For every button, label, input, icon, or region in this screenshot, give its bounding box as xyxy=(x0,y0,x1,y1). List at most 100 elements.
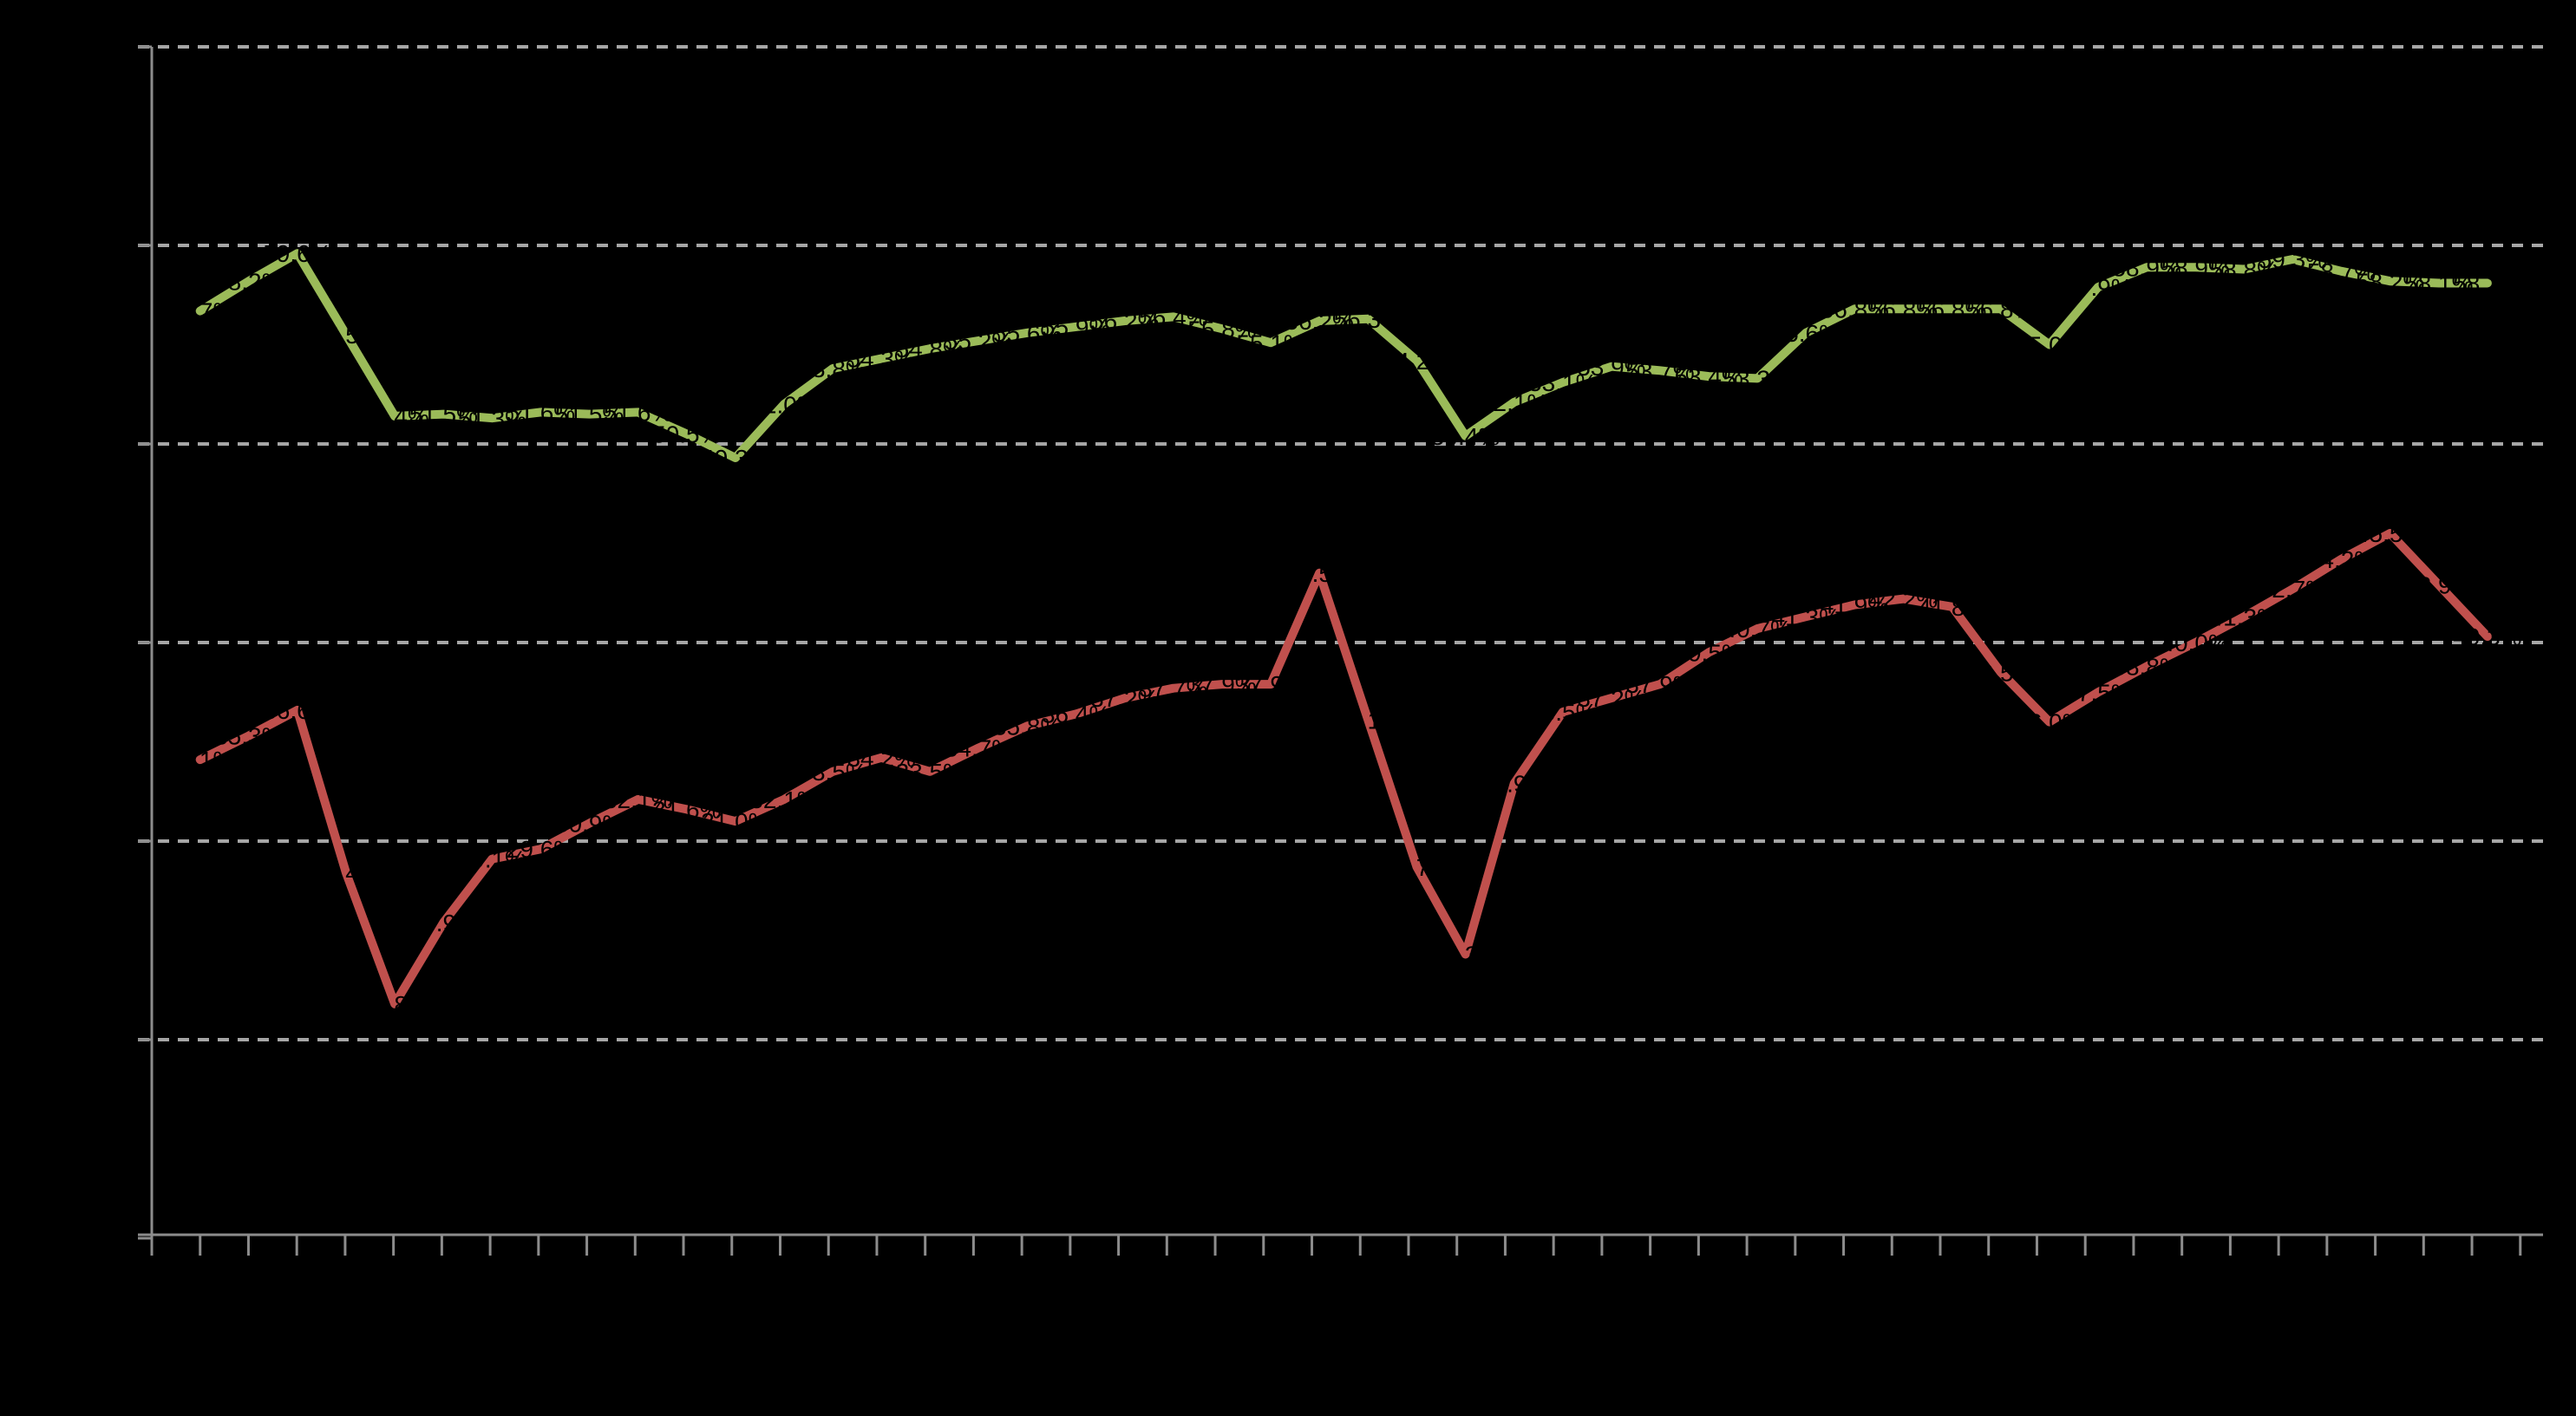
data-label: 42.2% xyxy=(1869,586,1938,613)
data-label: 39.5% xyxy=(1674,640,1742,667)
data-label: 28.7% xyxy=(1383,854,1451,881)
data-label: 56.8% xyxy=(1821,296,1889,323)
data-label: 58.2% xyxy=(214,268,283,295)
data-label: 56.8% xyxy=(1918,296,1986,323)
data-label: 56.2% xyxy=(1285,308,1353,335)
data-label: 57.9% xyxy=(2063,274,2132,301)
data-label: 33.5% xyxy=(798,759,866,786)
data-label: 59.6% xyxy=(263,240,331,267)
data-label: 41.8% xyxy=(1918,594,1986,621)
data-label: 24.3% xyxy=(1431,942,1500,969)
data-label: 35.3% xyxy=(214,723,283,750)
data-label: 37.9% xyxy=(1625,671,1694,698)
data-label: 29.1% xyxy=(458,846,526,873)
data-label: 52.0% xyxy=(749,391,818,418)
data-label: 38.5% xyxy=(1966,659,2035,686)
data-label: 37.5% xyxy=(2063,679,2132,706)
data-label: 25.9% xyxy=(409,910,478,936)
data-label: 32.1% xyxy=(749,786,818,813)
data-label: 50.5% xyxy=(652,421,721,448)
data-label: 55.6% xyxy=(993,320,1062,347)
data-label: 53.8% xyxy=(798,356,866,382)
data-label: 37.2% xyxy=(1577,685,1645,712)
data-label: 54.2% xyxy=(1383,348,1451,375)
data-label: 37.2% xyxy=(1090,685,1159,712)
data-label: 51.5% xyxy=(555,401,624,428)
data-label: 51.5% xyxy=(409,401,478,428)
data-label: 49.3% xyxy=(701,445,769,472)
data-label: 55.0% xyxy=(2015,332,2083,359)
data-label: 50.4% xyxy=(1431,423,1500,450)
data-label: 53.1% xyxy=(1528,369,1597,396)
data-label: 59.3% xyxy=(2259,246,2327,273)
data-label: 56.2% xyxy=(1090,308,1159,335)
data-label: 56.3% xyxy=(1334,306,1402,333)
data-label: 55.2% xyxy=(945,328,1013,355)
data-label: 58.1% xyxy=(2404,271,2473,297)
data-label: 53.7% xyxy=(1625,357,1694,384)
data-label: 30.9% xyxy=(555,811,624,838)
data-label: 51.6% xyxy=(507,399,575,426)
data-label: 58.2% xyxy=(2356,268,2424,295)
data-label: 53.4% xyxy=(1674,363,1742,390)
data-label: 53.3% xyxy=(1723,366,1791,393)
data-label: 51.4% xyxy=(360,403,428,430)
data-label: 58.7% xyxy=(2307,258,2376,285)
data-label: 21.8% xyxy=(360,991,428,1018)
data-label: 45.5% xyxy=(2356,520,2424,547)
data-label: 54.8% xyxy=(896,336,964,362)
data-label: 41.3% xyxy=(1772,604,1840,630)
y-tick-label: 60% xyxy=(82,232,131,259)
data-label: 31.6% xyxy=(652,796,721,823)
data-label: 38.8% xyxy=(2112,654,2180,681)
data-label: 58.1% xyxy=(2453,271,2521,297)
data-label: 56.8% xyxy=(1966,296,2035,323)
gridlines xyxy=(138,45,2543,1041)
data-label: 55.1% xyxy=(1236,330,1304,356)
data-label: 42.7% xyxy=(2259,576,2327,603)
data-label: 28.4% xyxy=(311,860,380,887)
data-label: 37.9% xyxy=(1236,671,1304,698)
y-tick-label: 30% xyxy=(82,828,131,855)
series-green-data-labels: 56.7%58.2%59.6%55.5%51.4%51.5%51.3%51.6%… xyxy=(166,240,2522,472)
data-label: 31.0% xyxy=(701,808,769,835)
data-label: 58.9% xyxy=(2161,254,2229,281)
data-label: 55.6% xyxy=(1772,320,1840,347)
data-label: 51.6% xyxy=(604,399,672,426)
data-label: 42.9% xyxy=(2404,572,2473,599)
data-label: 56.7% xyxy=(166,298,234,325)
y-tick-label: 20% xyxy=(82,1027,131,1054)
y-tick-label: 40% xyxy=(82,630,131,656)
data-label: 43.5% xyxy=(1285,560,1353,587)
data-label: 37.9% xyxy=(1187,671,1256,698)
data-label: 54.3% xyxy=(847,346,915,373)
data-label: 36.0% xyxy=(2015,709,2083,736)
data-label: 36.1% xyxy=(1334,707,1402,734)
data-label: 33.5% xyxy=(896,759,964,786)
data-label: 29.6% xyxy=(507,836,575,863)
data-label: 34.1% xyxy=(166,747,234,773)
data-label: 41.9% xyxy=(1821,592,1889,619)
y-tick-label: 50% xyxy=(82,431,131,458)
data-label: 55.9% xyxy=(1042,314,1110,341)
data-label: 37.7% xyxy=(1139,675,1207,702)
data-label: 32.9% xyxy=(1480,771,1548,798)
data-label: 36.6% xyxy=(263,697,331,724)
axes: 70% 60% 50% 40% 30% 20% 10% xyxy=(82,34,2543,1256)
data-label: 51.3% xyxy=(458,405,526,432)
data-label: 34.7% xyxy=(945,734,1013,761)
data-label: 53.9% xyxy=(1577,354,1645,381)
data-label: 52.1% xyxy=(1480,389,1548,416)
y-tick-label: 10% xyxy=(82,1225,131,1252)
data-label: 58.9% xyxy=(2112,254,2180,281)
data-label: 56.8% xyxy=(1869,296,1938,323)
series-red-line xyxy=(195,529,2492,1008)
data-label: 55.5% xyxy=(311,322,380,349)
y-tick-label: 70% xyxy=(82,34,131,61)
data-label: 58.8% xyxy=(2210,257,2279,284)
series-green-line xyxy=(195,249,2492,462)
data-label: 41.3% xyxy=(2210,604,2279,630)
data-label: 40.3% xyxy=(2453,623,2521,650)
data-label: 40.7% xyxy=(1723,616,1791,643)
